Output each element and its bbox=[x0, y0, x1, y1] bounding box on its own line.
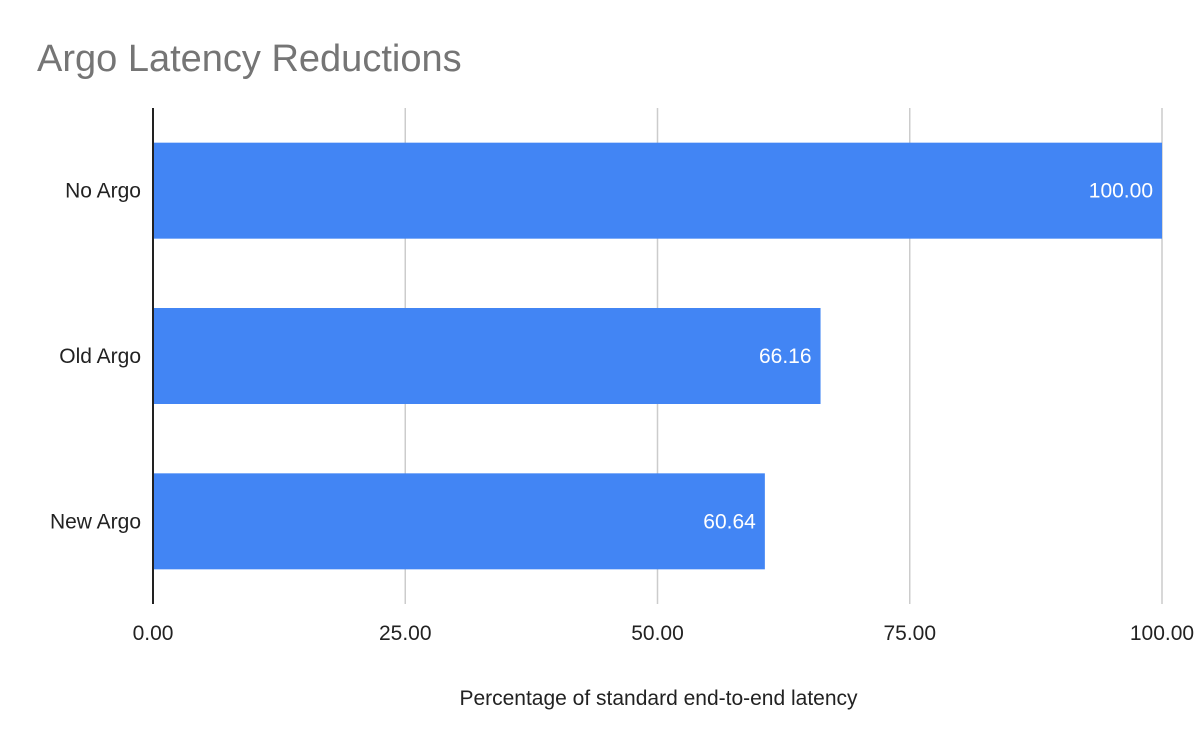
bars: 100.00 66.16 60.64 bbox=[153, 142, 1162, 570]
bar-new-argo bbox=[153, 473, 765, 570]
x-tick-label: 50.00 bbox=[631, 622, 684, 645]
bar-no-argo bbox=[153, 142, 1162, 239]
category-label: Old Argo bbox=[59, 345, 141, 368]
data-label: 66.16 bbox=[759, 345, 812, 368]
x-tick-label: 75.00 bbox=[883, 622, 936, 645]
x-axis-title: Percentage of standard end-to-end latenc… bbox=[459, 687, 858, 710]
x-tick-label: 0.00 bbox=[133, 622, 174, 645]
data-label: 100.00 bbox=[1089, 180, 1153, 203]
x-tick-label: 25.00 bbox=[379, 622, 432, 645]
chart-title: Argo Latency Reductions bbox=[37, 38, 462, 80]
category-label: No Argo bbox=[65, 180, 141, 203]
x-tick-label: 100.00 bbox=[1130, 622, 1194, 645]
category-label: New Argo bbox=[50, 510, 141, 533]
axes: 0.00 25.00 50.00 75.00 100.00 No Argo Old Argo… bbox=[50, 108, 1194, 645]
data-label: 60.64 bbox=[703, 510, 756, 533]
bar-old-argo bbox=[153, 308, 821, 404]
